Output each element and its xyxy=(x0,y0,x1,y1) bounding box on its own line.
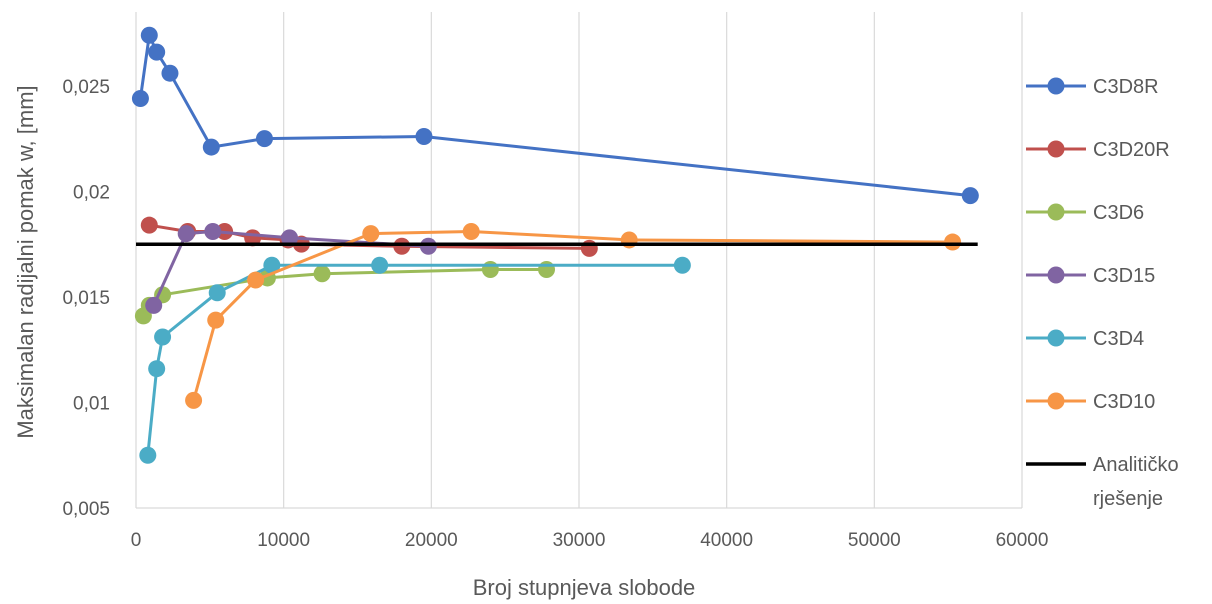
data-point xyxy=(148,43,166,61)
y-tick-label: 0,015 xyxy=(62,288,110,309)
data-point xyxy=(281,229,299,247)
x-axis-title: Broj stupnjeva slobode xyxy=(473,575,696,600)
series-layer xyxy=(131,26,979,464)
series-2 xyxy=(134,260,556,325)
data-point xyxy=(673,256,691,274)
data-point xyxy=(207,311,225,329)
legend-swatch-marker xyxy=(1047,77,1065,95)
data-point xyxy=(419,237,437,255)
data-point xyxy=(204,223,222,241)
y-axis-ticks: 0,005 0,01 0,015 0,02 0,025 xyxy=(62,77,110,520)
series-3 xyxy=(145,223,437,314)
series-line xyxy=(192,230,953,401)
data-point xyxy=(140,216,158,234)
x-tick-label: 40000 xyxy=(700,530,753,551)
legend-label: C3D10 xyxy=(1093,391,1155,413)
y-tick-label: 0,005 xyxy=(62,499,110,520)
y-tick-label: 0,01 xyxy=(73,393,110,414)
legend-item: C3D20R xyxy=(1026,139,1170,161)
legend-swatch-marker xyxy=(1047,140,1065,158)
legend-swatch-marker xyxy=(1047,266,1065,284)
legend-item: C3D6 xyxy=(1026,202,1144,224)
data-point xyxy=(202,138,220,156)
legend-label: C3D6 xyxy=(1093,202,1144,224)
data-point xyxy=(580,239,598,257)
legend-swatch-marker xyxy=(1047,392,1065,410)
x-tick-label: 10000 xyxy=(257,530,310,551)
data-point xyxy=(462,223,480,241)
data-point xyxy=(145,296,163,314)
series-line xyxy=(146,263,683,456)
legend-item: C3D4 xyxy=(1026,328,1144,350)
legend-label: Analitičko xyxy=(1093,454,1179,476)
x-tick-label: 30000 xyxy=(553,530,606,551)
data-point xyxy=(185,391,203,409)
data-point xyxy=(313,265,331,283)
data-point xyxy=(481,260,499,278)
legend-label: C3D8R xyxy=(1093,76,1159,98)
x-tick-label: 50000 xyxy=(848,530,901,551)
x-axis-ticks: 0 10000 20000 30000 40000 50000 60000 xyxy=(131,530,1049,551)
data-point xyxy=(371,256,389,274)
legend-item: C3D8R xyxy=(1026,76,1159,98)
legend-swatch-marker xyxy=(1047,203,1065,221)
legend: C3D8R C3D20R C3D6 C3D15 C3D4 C3D10 Analitičko r… xyxy=(1026,76,1179,510)
data-point xyxy=(961,187,979,205)
data-point xyxy=(362,225,380,243)
y-tick-label: 0,02 xyxy=(73,182,110,203)
data-point xyxy=(208,284,226,302)
data-point xyxy=(139,446,157,464)
legend-item: C3D10 xyxy=(1026,391,1155,413)
data-point xyxy=(415,128,433,146)
data-point xyxy=(944,233,962,251)
x-tick-label: 20000 xyxy=(405,530,458,551)
legend-label: C3D4 xyxy=(1093,328,1144,350)
legend-item: C3D15 xyxy=(1026,265,1155,287)
data-point xyxy=(161,64,179,82)
legend-label: rješenje xyxy=(1093,488,1163,510)
data-point xyxy=(538,260,556,278)
series-4 xyxy=(139,256,691,464)
x-tick-label: 0 xyxy=(131,530,142,551)
data-point xyxy=(393,237,411,255)
data-point xyxy=(131,90,149,108)
y-axis-title: Maksimalan radijalni pomak w, [mm] xyxy=(13,85,38,438)
data-point xyxy=(148,360,166,378)
series-line xyxy=(138,33,971,198)
data-point xyxy=(263,256,281,274)
data-point xyxy=(154,328,172,346)
grid-lines xyxy=(283,12,875,508)
x-tick-label: 60000 xyxy=(996,530,1049,551)
legend-label: C3D20R xyxy=(1093,139,1170,161)
series-0 xyxy=(131,26,979,205)
legend-swatch-marker xyxy=(1047,329,1065,347)
legend-item: Analitičko rješenje xyxy=(1026,454,1179,510)
data-point xyxy=(255,130,273,148)
legend-label: C3D15 xyxy=(1093,265,1155,287)
y-tick-label: 0,025 xyxy=(62,77,110,98)
data-point xyxy=(177,225,195,243)
data-point xyxy=(140,26,158,44)
data-point xyxy=(247,271,265,289)
